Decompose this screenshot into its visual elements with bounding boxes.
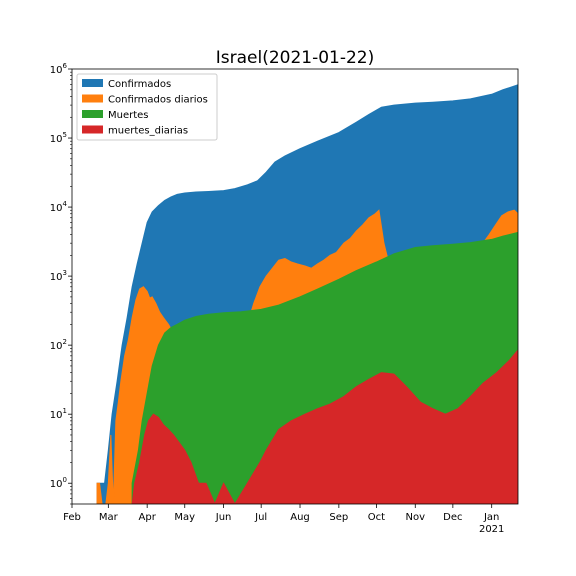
legend-box xyxy=(76,73,218,141)
legend-swatch-2 xyxy=(82,110,103,118)
x-year-label: 2021 xyxy=(479,524,504,535)
legend-label-2: Muertes xyxy=(108,110,149,121)
x-tick-label-8: Oct xyxy=(368,512,385,523)
legend-label-1: Confirmados diarios xyxy=(108,95,208,106)
plot-frame xyxy=(71,68,519,505)
plot-area xyxy=(96,84,518,504)
axes: 100 101 102 103 104 105 106 Feb Mar Apr May Jun Jul A… xyxy=(50,62,519,535)
y-tick-label-4: 104 xyxy=(50,200,68,214)
y-tick-label-6: 106 xyxy=(50,62,68,76)
y-tick-label-3: 103 xyxy=(50,269,67,283)
legend-swatch-1 xyxy=(82,94,103,103)
y-tick-label-2: 102 xyxy=(50,338,67,352)
chart-title: Israel(2021-01-22) xyxy=(216,48,375,68)
x-tick-label-3: May xyxy=(174,512,195,523)
x-tick-label-0: Feb xyxy=(63,512,81,523)
y-tick-label-0: 100 xyxy=(50,476,67,490)
x-tick-label-1: Mar xyxy=(99,512,119,523)
x-tick-label-10: Dec xyxy=(443,512,462,523)
y-tick-label-1: 101 xyxy=(50,407,67,421)
legend-swatch-0 xyxy=(82,79,103,87)
x-tick-label-2: Apr xyxy=(139,512,157,523)
x-tick-label-5: Jul xyxy=(254,512,267,523)
y-tick-label-5: 105 xyxy=(50,131,67,145)
legend-swatch-3 xyxy=(82,125,103,134)
legend-label-3: muertes_diarias xyxy=(108,126,188,137)
legend-label-0: Confirmados xyxy=(108,79,171,90)
x-tick-label-4: Jun xyxy=(215,512,232,523)
legend: Confirmados Confirmados diarios Muertes mue… xyxy=(76,73,218,141)
x-tick-label-9: Nov xyxy=(406,512,426,523)
series-group xyxy=(96,84,518,504)
x-tick-label-7: Sep xyxy=(329,512,348,523)
x-tick-label-11: Jan xyxy=(483,512,499,523)
x-tick-label-6: Aug xyxy=(290,512,310,523)
